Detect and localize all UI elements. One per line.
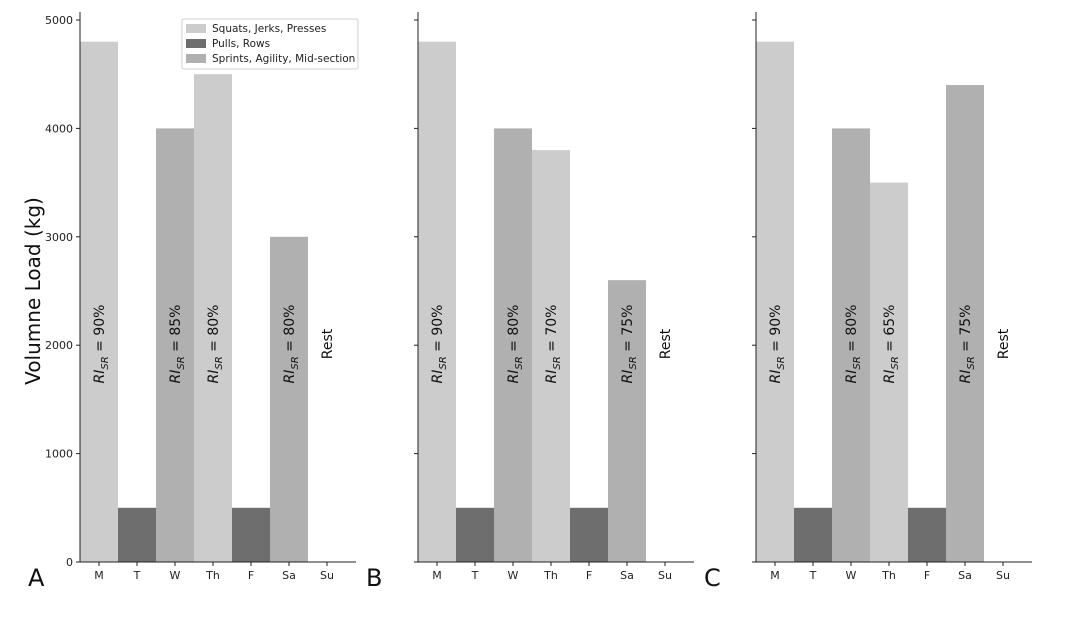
- x-tick-label-b-t: T: [471, 569, 479, 582]
- x-tick-label-a-su: Su: [320, 569, 334, 582]
- bar-a-sa: [270, 236, 308, 563]
- y-tick-label-3000: 3000: [45, 231, 73, 244]
- x-tick-label-b-f: F: [586, 569, 592, 582]
- x-tick-label-b-m: M: [432, 569, 442, 582]
- bar-c-w: [832, 128, 870, 562]
- x-tick-label-b-su: Su: [658, 569, 672, 582]
- annotation-a-su: Rest: [320, 328, 336, 359]
- x-tick-label-c-f: F: [924, 569, 930, 582]
- annotation-b-m: RISR = 90%: [430, 305, 449, 384]
- y-tick-label-0: 0: [66, 556, 73, 569]
- bar-c-t: [794, 507, 832, 562]
- annotation-c-m: RISR = 90%: [768, 305, 787, 384]
- bar-c-m: [756, 41, 794, 563]
- x-tick-label-c-t: T: [809, 569, 817, 582]
- legend: Squats, Jerks, Presses Pulls, Rows Sprints…: [181, 18, 359, 70]
- x-tick-label-c-m: M: [770, 569, 780, 582]
- panel-letter-b: B: [366, 564, 382, 592]
- annotation-c-th: RISR = 65%: [882, 305, 901, 384]
- bar-a-t: [118, 507, 156, 562]
- x-tick-label-a-f: F: [248, 569, 254, 582]
- annotation-a-th: RISR = 80%: [206, 305, 225, 384]
- bar-c-f: [908, 507, 946, 562]
- x-tick-label-c-th: Th: [881, 569, 896, 582]
- annotation-c-w: RISR = 80%: [844, 305, 863, 384]
- legend-entry-2: Sprints, Agility, Mid-section: [212, 53, 355, 65]
- legend-entry-1: Pulls, Rows: [212, 38, 270, 50]
- panel-letter-a: A: [28, 564, 45, 592]
- bar-a-f: [232, 507, 270, 562]
- x-tick-label-c-su: Su: [996, 569, 1010, 582]
- x-tick-label-a-w: W: [170, 569, 181, 582]
- annotation-b-th: RISR = 70%: [544, 305, 563, 384]
- legend-box: [181, 18, 359, 70]
- annotation-c-su: Rest: [996, 328, 1012, 359]
- x-tick-label-c-w: W: [846, 569, 857, 582]
- y-tick-label-4000: 4000: [45, 122, 73, 135]
- bar-c-sa: [946, 85, 984, 562]
- bar-b-sa: [608, 280, 646, 562]
- annotation-b-sa: RISR = 75%: [620, 305, 639, 384]
- legend-swatch-0: [186, 24, 206, 33]
- legend-entry-0: Squats, Jerks, Presses: [212, 23, 326, 35]
- annotation-b-su: Rest: [658, 328, 674, 359]
- bar-a-w: [156, 128, 194, 562]
- y-tick-label-2000: 2000: [45, 339, 73, 352]
- bar-c-th: [870, 182, 908, 562]
- annotation-a-w: RISR = 85%: [168, 305, 187, 384]
- annotation-b-w: RISR = 80%: [506, 305, 525, 384]
- annotation-a-m: RISR = 90%: [92, 305, 111, 384]
- y-axis-label: Volumne Load (kg): [21, 197, 45, 385]
- y-tick-label-5000: 5000: [45, 14, 73, 27]
- x-tick-label-a-m: M: [94, 569, 104, 582]
- x-tick-label-b-sa: Sa: [620, 569, 634, 582]
- bar-b-w: [494, 128, 532, 562]
- x-tick-label-b-th: Th: [543, 569, 558, 582]
- x-tick-label-a-th: Th: [205, 569, 220, 582]
- y-tick-label-1000: 1000: [45, 448, 73, 461]
- bar-b-f: [570, 507, 608, 562]
- x-tick-label-a-sa: Sa: [282, 569, 296, 582]
- x-tick-label-a-t: T: [133, 569, 141, 582]
- bar-b-m: [418, 41, 456, 563]
- legend-swatch-1: [186, 39, 206, 48]
- x-tick-label-c-sa: Sa: [958, 569, 972, 582]
- legend-swatch-2: [186, 54, 206, 63]
- x-tick-label-b-w: W: [508, 569, 519, 582]
- bar-a-m: [80, 41, 118, 563]
- annotation-a-sa: RISR = 80%: [282, 305, 301, 384]
- bar-b-th: [532, 150, 570, 562]
- panel-letter-c: C: [704, 564, 721, 592]
- annotation-c-sa: RISR = 75%: [958, 305, 977, 384]
- bar-a-th: [194, 74, 232, 562]
- bar-b-t: [456, 507, 494, 562]
